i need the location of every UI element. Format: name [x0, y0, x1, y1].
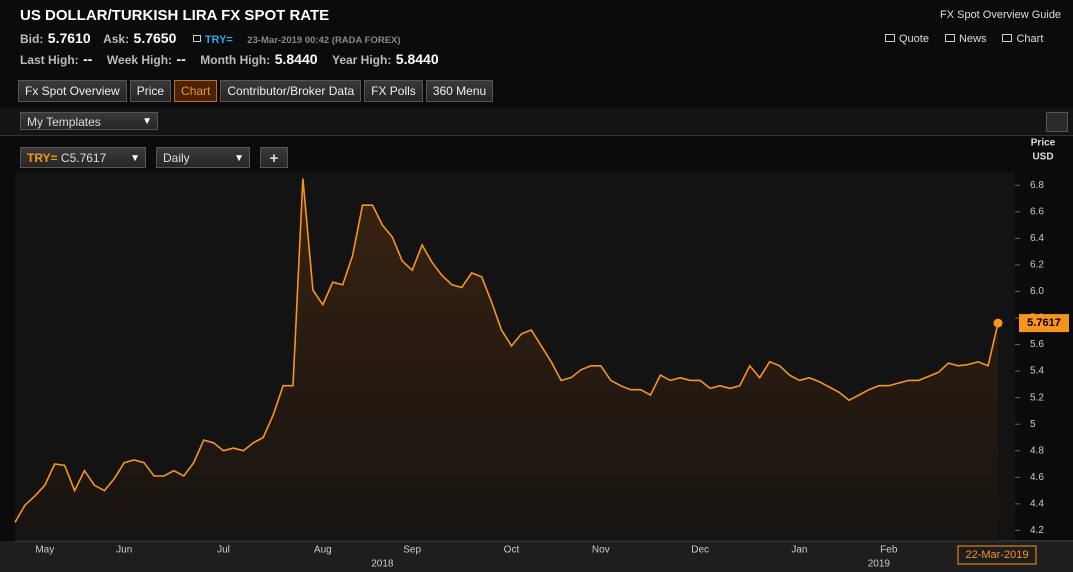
- guide-link[interactable]: FX Spot Overview Guide: [940, 9, 1062, 21]
- tab[interactable]: Price: [129, 80, 172, 102]
- x-tick-label: Jul: [217, 545, 230, 556]
- y-tick-label: 5.6: [1030, 339, 1044, 350]
- x-axis-strip: [0, 541, 1073, 572]
- last-value-box: [1019, 314, 1069, 333]
- ric-chip[interactable]: TRY= C5.7617 ▼: [20, 147, 146, 168]
- area: [15, 178, 998, 541]
- y-tick-label: 6.2: [1030, 260, 1044, 271]
- bid-label: Bid:: [20, 32, 44, 46]
- x-tick-label: Aug: [314, 545, 332, 556]
- tab-bar: Fx Spot Overview Price Chart Contributor…: [18, 80, 494, 102]
- template-bar: [0, 108, 1073, 136]
- price-line: [14, 178, 999, 523]
- y-tick-label: 4.6: [1030, 472, 1044, 483]
- add-button[interactable]: +: [260, 147, 288, 168]
- y-tick-label: 6.4: [1030, 233, 1044, 244]
- x-tick-label: Feb: [880, 545, 898, 556]
- x-tick-label: May: [35, 545, 54, 556]
- link-text[interactable]: Chart: [1016, 33, 1044, 45]
- link-text[interactable]: Quote: [899, 33, 929, 45]
- quote-row: Bid: 5.7610 Ask: 5.7650 TRY= 23-Mar-2019…: [20, 30, 401, 48]
- templates-dropdown[interactable]: My Templates ▼: [20, 112, 158, 130]
- tab[interactable]: Contributor/Broker Data: [220, 80, 362, 102]
- chip-last: C5.7617: [60, 151, 107, 165]
- ric[interactable]: TRY=: [204, 34, 233, 46]
- x-tick-label: Jan: [791, 545, 807, 556]
- y-tick-label: 6.6: [1030, 206, 1044, 217]
- tab[interactable]: Fx Spot Overview: [18, 80, 127, 102]
- last-high: --: [83, 51, 93, 67]
- y-tick-label: 5.2: [1030, 392, 1044, 403]
- y-tick-label: 5.4: [1030, 366, 1044, 377]
- year-label: 2019: [868, 559, 891, 570]
- y-axis-unit: USD: [1032, 152, 1053, 163]
- last-point: [993, 318, 1003, 328]
- ask-label: Ask:: [103, 32, 130, 46]
- tab[interactable]: 360 Menu: [425, 80, 494, 102]
- month-high-label: Month High:: [200, 53, 271, 67]
- last-value-label: 5.7617: [1027, 317, 1061, 329]
- x-tick-label: Nov: [592, 545, 610, 556]
- last-date: 22-Mar-2019: [966, 549, 1029, 561]
- page-title: US DOLLAR/TURKISH LIRA FX SPOT RATE: [20, 7, 330, 24]
- y-tick-label: 4.4: [1030, 498, 1044, 509]
- month-high: 5.8440: [274, 51, 318, 67]
- week-high-label: Week High:: [106, 53, 173, 67]
- y-tick-label: 6.0: [1030, 286, 1044, 297]
- x-tick-label: Jun: [116, 545, 132, 556]
- chip-ric: TRY=: [27, 151, 58, 165]
- timestamp: 23-Mar-2019 00:42 (RADA FOREX): [247, 35, 401, 46]
- y-tick-label: 6.8: [1030, 180, 1044, 191]
- link-text[interactable]: News: [958, 33, 987, 45]
- templates-text: My Templates: [27, 115, 101, 129]
- tab[interactable]: FX Polls: [364, 80, 423, 102]
- x-tick-label: Sep: [403, 545, 421, 556]
- year-high: 5.8440: [395, 51, 439, 67]
- interval-text: Daily: [163, 151, 190, 165]
- last-date-box: [957, 545, 1037, 565]
- link-item[interactable]: News: [944, 29, 987, 47]
- week-high: --: [176, 51, 186, 67]
- bid-value: 5.7610: [47, 30, 91, 46]
- y-tick-label: 4.8: [1030, 445, 1044, 456]
- x-tick-label: Dec: [691, 545, 709, 556]
- link-row: Quote News Chart: [885, 29, 1043, 47]
- last-high-label: Last High:: [20, 53, 79, 67]
- interval-dropdown[interactable]: Daily ▼: [156, 147, 250, 168]
- highs-row: Last High: -- Week High: -- Month High: …: [20, 51, 439, 69]
- ric-icon: [192, 35, 201, 43]
- y-axis-label: Price: [1031, 138, 1056, 149]
- x-tick-label: Oct: [504, 545, 520, 556]
- print-button[interactable]: [1046, 112, 1068, 132]
- ask-value: 5.7650: [133, 30, 177, 46]
- link-item[interactable]: Quote: [885, 29, 929, 47]
- y-tick-label: 4.2: [1030, 525, 1044, 536]
- year-high-label: Year High:: [331, 53, 392, 67]
- tab-active[interactable]: Chart: [174, 80, 218, 102]
- y-tick-label: 5: [1030, 419, 1036, 430]
- link-item[interactable]: Chart: [1002, 29, 1043, 47]
- year-label: 2018: [371, 559, 394, 570]
